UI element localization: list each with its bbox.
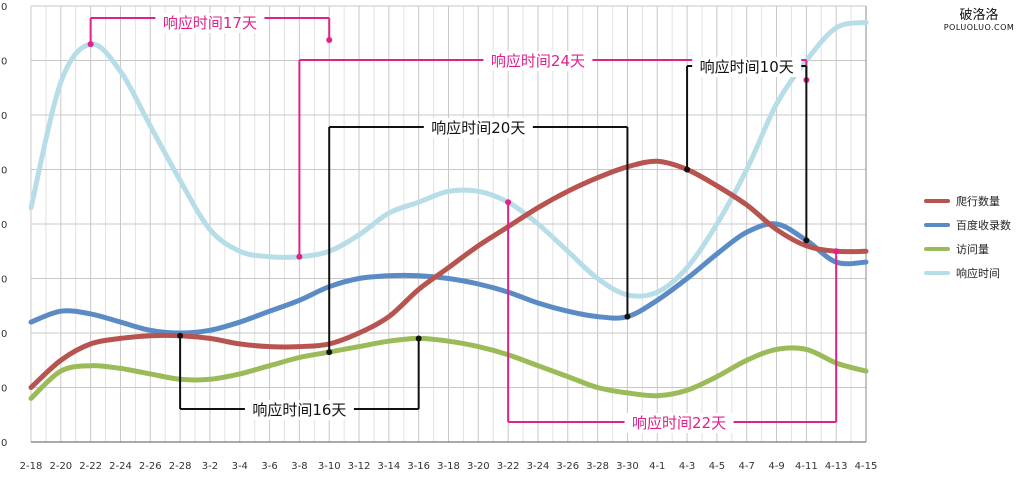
series-lines (28, 19, 869, 401)
legend-label: 访问量 (956, 243, 989, 256)
bracket-dot (296, 253, 303, 260)
x-tick-label: 4-15 (855, 461, 878, 472)
x-tick-label: 3-4 (232, 461, 248, 472)
x-tick-label: 2-28 (169, 461, 192, 472)
x-tick-label: 3-8 (291, 461, 307, 472)
bracket-dot (505, 199, 512, 206)
x-tick-label: 4-3 (679, 461, 695, 472)
legend-item: 访问量 (924, 237, 1011, 261)
bracket-dot (624, 313, 631, 320)
annotation-bracket: 响应时间24天 (296, 51, 810, 260)
x-axis-tick-labels: 2-18 2-20 2-22 2-24 2-26 2-28 3-2 3-4 3-6 3-8 3-10… (20, 461, 878, 472)
annotation-bracket: 响应时间17天 (87, 13, 333, 48)
legend-swatch (924, 199, 950, 203)
x-tick-label: 3-30 (616, 461, 639, 472)
legend-label: 百度收录数 (956, 219, 1011, 232)
y-tick-label: 0 (1, 220, 7, 231)
watermark-text: 破洛洛 (959, 8, 999, 23)
x-tick-label: 2-24 (109, 461, 132, 472)
x-tick-label: 3-18 (437, 461, 460, 472)
x-tick-label: 4-5 (709, 461, 725, 472)
y-tick-label: 0 (1, 57, 7, 68)
annotation-label: 响应时间22天 (632, 414, 726, 432)
y-axis-tick-labels: 0 0 0 0 0 0 0 0 0 (1, 2, 7, 449)
annotation-label: 响应时间10天 (700, 58, 794, 76)
legend-label: 响应时间 (956, 267, 1000, 280)
watermark-logo: 破洛洛 POLUOLUO.COM (938, 8, 1020, 32)
legend-item: 爬行数量 (924, 189, 1011, 213)
x-tick-label: 3-14 (378, 461, 401, 472)
series-line-2 (28, 335, 869, 401)
x-tick-label: 3-20 (467, 461, 490, 472)
y-tick-label: 0 (1, 384, 7, 395)
bracket-dot (803, 237, 810, 244)
bracket-dot (326, 349, 333, 356)
legend: 爬行数量 百度收录数 访问量 响应时间 (924, 189, 1011, 285)
x-tick-label: 3-2 (202, 461, 218, 472)
annotation-label-bg (692, 57, 802, 77)
annotation-label-bg (483, 51, 593, 71)
x-tick-label: 2-18 (20, 461, 43, 472)
bracket-dot (684, 166, 691, 173)
bracket-dot (87, 41, 94, 48)
x-tick-label: 3-10 (318, 461, 341, 472)
legend-swatch (924, 247, 950, 251)
annotation-label: 响应时间20天 (431, 119, 525, 137)
y-tick-label: 0 (1, 166, 7, 177)
annotation-label: 响应时间16天 (252, 401, 346, 419)
annotation-bracket: 响应时间16天 (177, 332, 422, 420)
y-tick-label: 0 (1, 275, 7, 286)
y-tick-label: 0 (1, 329, 7, 340)
legend-swatch (924, 271, 950, 275)
x-tick-label: 4-7 (739, 461, 755, 472)
bracket-dot (833, 248, 840, 255)
x-tick-label: 4-1 (649, 461, 665, 472)
x-tick-label: 2-20 (49, 461, 72, 472)
y-tick-label: 0 (1, 111, 7, 122)
y-tick-label: 0 (1, 438, 7, 449)
annotation-label-bg (244, 400, 354, 420)
x-tick-label: 2-22 (79, 461, 102, 472)
x-tick-label: 3-16 (407, 461, 430, 472)
x-tick-label: 4-9 (768, 461, 784, 472)
x-tick-label: 4-13 (825, 461, 848, 472)
x-tick-label: 3-24 (527, 461, 550, 472)
bracket-dot (326, 37, 333, 43)
annotation-label-bg (155, 13, 265, 33)
series-line-0 (28, 158, 869, 390)
x-tick-label: 2-26 (139, 461, 162, 472)
x-tick-label: 3-26 (556, 461, 579, 472)
gridlines (30, 5, 867, 443)
annotation-label-bg (423, 118, 533, 138)
legend-item: 百度收录数 (924, 213, 1011, 237)
series-line-3 (28, 19, 869, 299)
annotation-label: 响应时间24天 (491, 52, 585, 70)
bracket-dot (177, 332, 184, 339)
series-line-1 (28, 221, 869, 336)
legend-label: 爬行数量 (956, 195, 1000, 208)
legend-swatch (924, 223, 950, 227)
x-tick-label: 3-6 (261, 461, 277, 472)
bracket-dot (415, 335, 422, 342)
legend-item: 响应时间 (924, 261, 1011, 285)
x-tick-label: 3-22 (497, 461, 520, 472)
x-tick-label: 4-11 (795, 461, 818, 472)
watermark-url: POLUOLUO.COM (943, 23, 1015, 32)
annotation-bracket: 响应时间10天 (684, 57, 810, 244)
annotation-label: 响应时间17天 (163, 14, 257, 32)
annotation-label-bg (624, 413, 734, 433)
x-tick-label: 3-12 (348, 461, 371, 472)
y-tick-label: 0 (1, 2, 7, 13)
annotation-bracket: 响应时间20天 (326, 118, 631, 356)
annotation-bracket: 响应时间22天 (505, 199, 840, 433)
x-tick-label: 3-28 (586, 461, 609, 472)
